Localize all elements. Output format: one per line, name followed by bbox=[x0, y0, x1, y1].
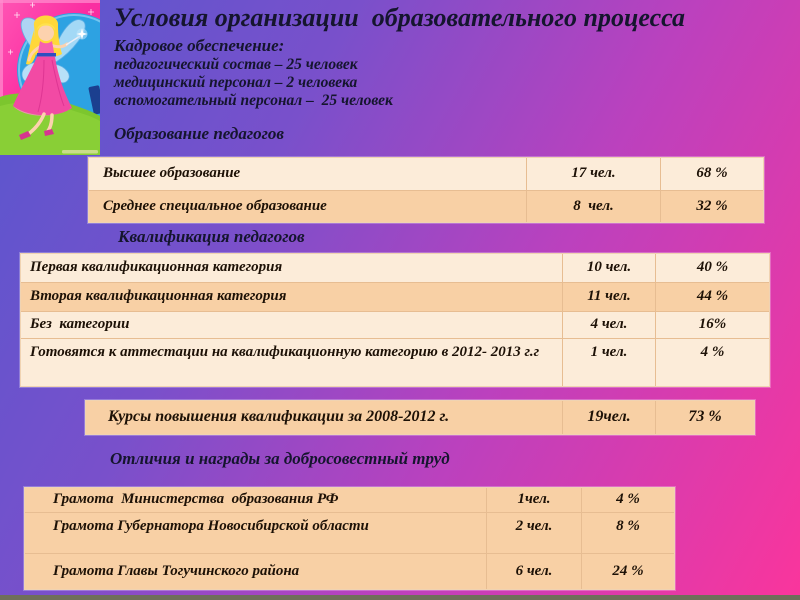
awards-heading: Отличия и награды за добросовестный труд bbox=[110, 449, 450, 468]
table-row: Грамота Губернатора Новосибирской област… bbox=[25, 513, 674, 554]
row-percent: 24 % bbox=[612, 562, 644, 579]
staffing-line-support: вспомогательный персонал – 25 человек bbox=[114, 92, 393, 109]
row-percent: 40 % bbox=[696, 259, 729, 276]
frame-edge-left bbox=[0, 0, 3, 155]
row-percent: 68 % bbox=[696, 165, 728, 182]
row-count: 8 чел. bbox=[527, 191, 661, 222]
table-row: Готовятся к аттестации на квалификационн… bbox=[21, 339, 769, 386]
row-count: 1 чел. bbox=[563, 339, 656, 386]
staffing-heading: Кадровое обеспечение: bbox=[114, 36, 285, 55]
row-count: 4 чел. bbox=[563, 312, 656, 338]
row-label: Грамота Главы Тогучинского района bbox=[25, 554, 487, 589]
row-count: 17 чел. bbox=[527, 158, 661, 190]
fairy-skirt-ruffle bbox=[13, 106, 72, 116]
fairy-shoe-right bbox=[44, 129, 54, 136]
row-percent: 8 % bbox=[616, 518, 640, 534]
row-percent: 32 % bbox=[696, 197, 728, 214]
table-row: Первая квалификационная категория 10 чел… bbox=[21, 254, 769, 283]
row-count: 2 чел. bbox=[487, 513, 582, 553]
table-row: Без категории 4 чел. 16% bbox=[21, 312, 769, 339]
awards-table: Грамота Министерства образования РФ 1чел… bbox=[24, 487, 675, 590]
fairy-figure bbox=[13, 15, 88, 140]
table-row: Грамота Главы Тогучинского района 6 чел.… bbox=[25, 554, 674, 589]
row-label: Грамота Губернатора Новосибирской област… bbox=[25, 513, 487, 553]
magic-wand-icon bbox=[65, 28, 88, 46]
fairy-illustration bbox=[0, 0, 131, 155]
row-percent: 4 % bbox=[616, 491, 640, 508]
row-count: 1чел. bbox=[487, 488, 582, 512]
table-row: Высшее образование 17 чел. 68 % bbox=[89, 158, 763, 191]
row-percent: 73 % bbox=[688, 408, 722, 426]
row-percent: 4 % bbox=[700, 344, 725, 360]
education-heading: Образование педагогов bbox=[114, 124, 284, 143]
table-row: Среднее специальное образование 8 чел. 3… bbox=[89, 191, 763, 222]
table-row: Вторая квалификационная категория 11 чел… bbox=[21, 283, 769, 312]
page-title: Условия организации образовательного про… bbox=[114, 3, 686, 32]
table-row: Грамота Министерства образования РФ 1чел… bbox=[25, 488, 674, 513]
fairy-shoe-left bbox=[19, 131, 31, 140]
fairy-face bbox=[38, 25, 54, 41]
staffing-line-teachers: педагогический состав – 25 человек bbox=[114, 56, 358, 73]
frame-edge-top bbox=[0, 0, 100, 3]
row-label: Среднее специальное образование bbox=[89, 191, 527, 222]
row-percent: 44 % bbox=[696, 288, 729, 305]
qualification-heading: Квалификация педагогов bbox=[118, 227, 305, 246]
fairy-belt bbox=[37, 53, 56, 57]
row-percent: 16% bbox=[698, 316, 727, 333]
education-table: Высшее образование 17 чел. 68 % Среднее … bbox=[88, 157, 764, 223]
watermark bbox=[62, 150, 98, 154]
row-count: 19чел. bbox=[563, 401, 656, 434]
row-label: Готовятся к аттестации на квалификационн… bbox=[21, 339, 563, 386]
row-count: 6 чел. bbox=[487, 554, 582, 589]
row-count: 11 чел. bbox=[563, 283, 656, 311]
qualification-table: Первая квалификационная категория 10 чел… bbox=[20, 253, 770, 387]
row-label: Вторая квалификационная категория bbox=[21, 283, 563, 311]
row-label: Первая квалификационная категория bbox=[21, 254, 563, 282]
row-label: Грамота Министерства образования РФ bbox=[25, 488, 487, 512]
row-count: 10 чел. bbox=[563, 254, 656, 282]
row-label: Курсы повышения квалификации за 2008-201… bbox=[86, 401, 563, 434]
fairy-fringe bbox=[37, 23, 55, 30]
courses-table: Курсы повышения квалификации за 2008-201… bbox=[85, 400, 755, 435]
fairy-hair-strand bbox=[26, 30, 36, 65]
staffing-line-medical: медицинский персонал – 2 человека bbox=[114, 74, 358, 91]
table-row: Курсы повышения квалификации за 2008-201… bbox=[86, 401, 754, 434]
row-label: Высшее образование bbox=[89, 158, 527, 190]
row-label: Без категории bbox=[21, 312, 563, 338]
slide-bottom-edge bbox=[0, 595, 800, 600]
fairy-clipart-svg bbox=[0, 0, 131, 155]
